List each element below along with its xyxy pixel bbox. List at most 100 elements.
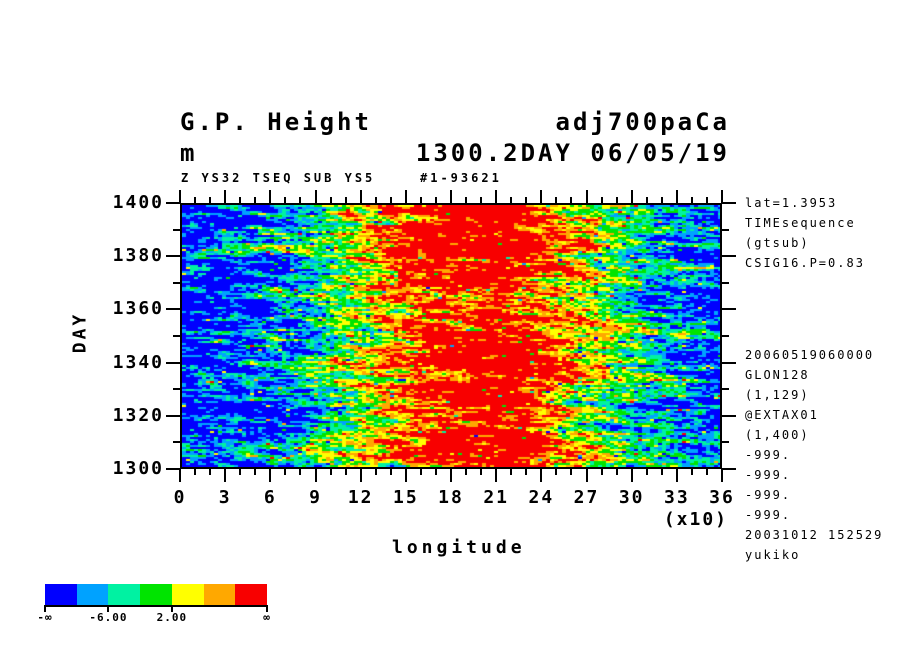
tick-mark: [586, 469, 588, 482]
tick-mark: [722, 229, 729, 231]
tick-mark: [721, 190, 723, 203]
colorbar-tick-label: -∞: [37, 611, 53, 624]
tick-mark: [239, 469, 241, 475]
x-tick-label: 3: [218, 487, 232, 508]
colorbar-segment: [76, 584, 109, 605]
x-tick-label: 15: [392, 487, 419, 508]
colorbar-tick: [266, 605, 268, 612]
tick-mark: [631, 469, 633, 482]
side-annotations-top: lat=1.3953 TIMEsequence (gtsub) CSIG16.P=0.…: [745, 193, 865, 273]
tick-mark: [166, 308, 180, 310]
tick-mark: [570, 469, 572, 475]
tick-mark: [179, 469, 181, 482]
tick-mark: [616, 469, 618, 475]
tick-mark: [405, 190, 407, 203]
tick-mark: [661, 469, 663, 475]
x-tick-label: 24: [528, 487, 555, 508]
side-note-line: @EXTAX01: [745, 408, 819, 422]
tick-mark: [691, 197, 693, 203]
side-note-line: CSIG16.P=0.83: [745, 256, 865, 270]
tick-mark: [631, 190, 633, 203]
y-tick-label: 1360: [112, 298, 164, 320]
tick-mark: [495, 190, 497, 203]
tick-mark: [254, 197, 256, 203]
x-tick-label: 30: [618, 487, 645, 508]
tick-mark: [601, 469, 603, 475]
y-tick-label: 1320: [112, 404, 164, 426]
tick-mark: [691, 469, 693, 475]
x-tick-label: 9: [309, 487, 322, 508]
tick-mark: [722, 308, 736, 310]
tick-mark: [166, 202, 180, 204]
tick-mark: [722, 388, 729, 390]
colorbar-tick-label: 2.00: [156, 611, 188, 624]
tick-mark: [480, 469, 482, 475]
tick-mark: [722, 415, 736, 417]
tick-mark: [209, 197, 211, 203]
side-note-line: GLON128: [745, 368, 810, 382]
tick-mark: [601, 197, 603, 203]
title-left: G.P. Height: [180, 108, 372, 136]
tick-mark: [173, 335, 180, 337]
tick-mark: [173, 282, 180, 284]
tick-mark: [239, 197, 241, 203]
tick-mark: [722, 282, 729, 284]
tick-mark: [676, 190, 678, 203]
colorbar-tick: [170, 605, 173, 612]
tick-mark: [722, 441, 729, 443]
tick-mark: [465, 197, 467, 203]
tick-mark: [299, 197, 301, 203]
x-tick-label: 33: [663, 487, 690, 508]
tick-mark: [661, 197, 663, 203]
tick-mark: [315, 469, 317, 482]
tick-mark: [722, 335, 729, 337]
y-tick-label: 1400: [112, 192, 164, 213]
side-note-line: yukiko: [745, 548, 801, 562]
colorbar-segment: [108, 584, 141, 605]
tick-mark: [179, 190, 181, 203]
tick-mark: [540, 190, 542, 203]
x-axis-unit: (x10): [663, 509, 728, 530]
x-tick-label: 18: [438, 487, 464, 508]
tick-mark: [525, 469, 527, 475]
tick-mark: [194, 197, 196, 203]
x-tick-label: 36: [709, 487, 735, 508]
side-note-line: TIMEsequence: [745, 216, 856, 230]
tick-mark: [375, 197, 377, 203]
tick-mark: [435, 469, 437, 475]
tick-mark: [194, 469, 196, 475]
tick-mark: [646, 469, 648, 475]
tick-mark: [390, 469, 392, 475]
colorbar-tick: [107, 605, 110, 612]
colorbar-tick-label: ∞: [263, 611, 271, 624]
tick-mark: [173, 229, 180, 231]
tick-mark: [330, 197, 332, 203]
tick-mark: [330, 469, 332, 475]
colorbar-tick: [44, 605, 46, 612]
tick-mark: [465, 469, 467, 475]
tick-mark: [390, 197, 392, 203]
tick-mark: [510, 469, 512, 475]
tick-mark: [254, 469, 256, 475]
tick-mark: [224, 190, 226, 203]
tick-mark: [480, 197, 482, 203]
tick-mark: [420, 197, 422, 203]
tick-mark: [360, 190, 362, 203]
side-note-line: -999.: [745, 508, 792, 522]
tick-mark: [706, 197, 708, 203]
tick-mark: [525, 197, 527, 203]
side-note-line: -999.: [745, 468, 792, 482]
y-axis-title: DAY: [69, 311, 91, 354]
tick-mark: [616, 197, 618, 203]
tick-mark: [706, 469, 708, 475]
title-right: adj700paCa: [555, 108, 730, 136]
y-tick-label: 1380: [112, 245, 164, 267]
heatmap-canvas: [182, 205, 720, 467]
tick-mark: [284, 197, 286, 203]
subtitle-run-id: #1-93621: [420, 171, 502, 185]
colorbar-segment: [140, 584, 172, 605]
tick-mark: [166, 415, 180, 417]
tick-mark: [173, 441, 180, 443]
tick-mark: [586, 190, 588, 203]
